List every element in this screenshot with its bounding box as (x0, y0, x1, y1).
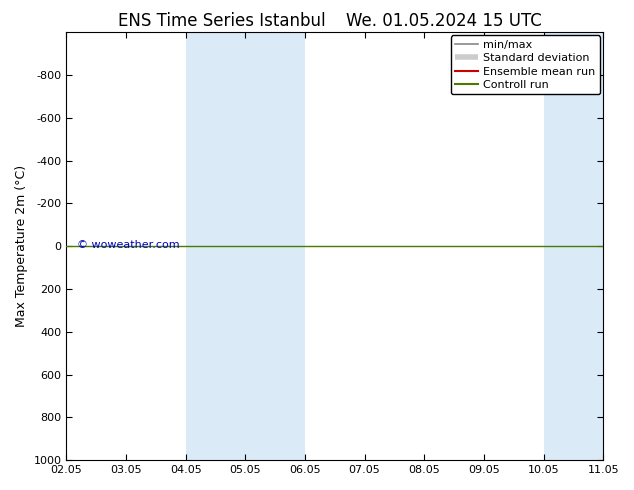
Text: © woweather.com: © woweather.com (77, 240, 180, 250)
Text: ENS Time Series Istanbul: ENS Time Series Istanbul (118, 12, 326, 30)
Text: We. 01.05.2024 15 UTC: We. 01.05.2024 15 UTC (346, 12, 541, 30)
Bar (186, 32, 305, 460)
Bar (543, 32, 633, 460)
Y-axis label: Max Temperature 2m (°C): Max Temperature 2m (°C) (15, 165, 28, 327)
Legend: min/max, Standard deviation, Ensemble mean run, Controll run: min/max, Standard deviation, Ensemble me… (451, 35, 600, 95)
